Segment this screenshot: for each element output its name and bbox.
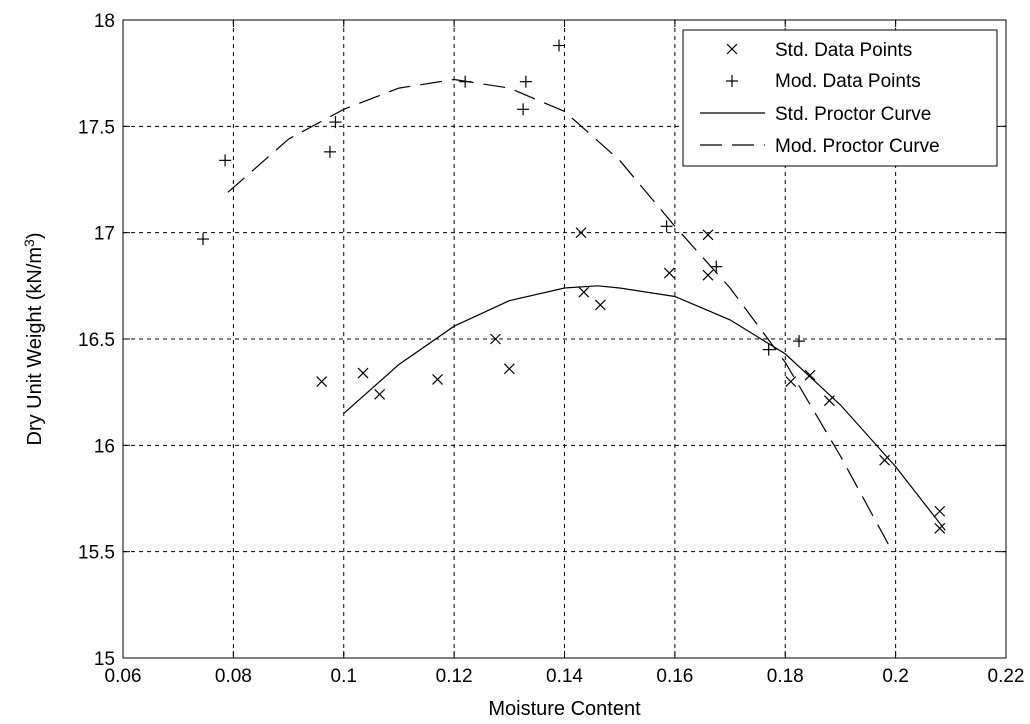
std-data-point [823,395,835,407]
mod-proctor-curve [227,78,891,548]
std-data-point [490,333,501,345]
mod-data-point [517,103,530,116]
std-data-point [594,299,606,311]
x-axis-label: Moisture Content [488,698,641,720]
mod-data-point [762,343,775,356]
legend-std-points-marker [726,43,738,55]
x-tick-label: 0.14 [546,666,583,687]
y-axis-label: Dry Unit Weight (kN/m3) [21,232,46,445]
legend-mod-curve-label: Mod. Proctor Curve [775,136,940,157]
curves-layer [227,78,946,548]
std-data-point [357,367,369,379]
x-tick-label: 0.12 [436,666,473,687]
mod-data-point [323,145,336,158]
legend-mod-points-marker [726,75,738,87]
std-data-point [432,373,443,385]
std-data-point [374,388,386,400]
markers-layer [197,39,946,534]
mod-data-point [197,233,210,246]
std-data-point [702,269,714,281]
y-tick-label: 16.5 [78,330,115,351]
x-tick-label: 0.2 [882,666,908,687]
mod-data-point [552,39,565,52]
grid-lines [123,20,1006,658]
x-tick-label: 0.18 [767,666,804,687]
std-data-point [879,454,891,466]
mod-data-point [519,75,532,88]
y-tick-label: 16 [94,436,115,457]
std-data-point [785,376,797,387]
y-tick-label: 15 [94,649,115,670]
y-tick-label: 17 [94,224,115,245]
y-tick-label: 17.5 [78,117,115,138]
std-proctor-curve [343,285,946,531]
mod-data-point [710,260,723,273]
std-data-point [663,267,675,279]
mod-data-point [329,116,342,129]
y-tick-label: 15.5 [78,543,115,564]
mod-data-point [660,220,673,233]
std-data-point [578,286,590,298]
std-data-point [316,376,328,387]
std-data-point [575,227,587,239]
y-tick-label: 18 [94,11,115,32]
std-data-point [934,522,946,534]
legend-std-points-label: Std. Data Points [775,40,912,61]
plot-frame [122,19,1007,659]
std-data-point [503,363,515,375]
tick-labels: 0.06 0.08 0.1 0.12 0.14 0.16 0.18 0.2 0.22 15 15.5… [78,11,1024,687]
x-tick-label: 0.06 [105,666,142,687]
x-tick-label: 0.16 [656,666,693,687]
std-data-point [804,369,816,381]
legend: Std. Data Points Mod. Data Points Std. P… [682,29,998,167]
legend-mod-points-label: Mod. Data Points [775,71,921,92]
legend-std-curve-label: Std. Proctor Curve [775,104,931,125]
std-data-point [934,505,946,517]
std-data-point [702,229,714,241]
mod-data-point [459,75,472,88]
mod-data-point [219,154,232,167]
x-tick-label: 0.08 [215,666,252,687]
mod-data-point [793,335,806,348]
x-tick-label: 0.22 [988,666,1025,687]
x-tick-label: 0.1 [331,666,357,687]
